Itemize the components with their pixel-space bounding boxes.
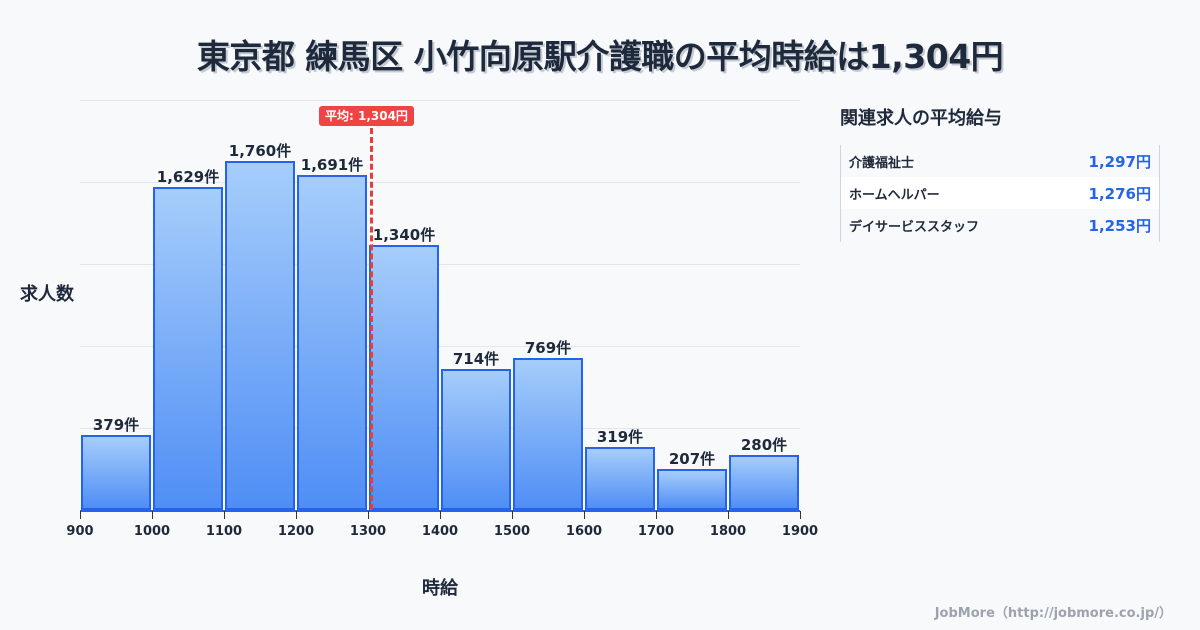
mean-line xyxy=(369,128,373,510)
x-tick xyxy=(584,511,585,519)
x-tick xyxy=(224,511,225,519)
y-axis-label: 求人数 xyxy=(20,284,74,305)
x-tick xyxy=(80,511,81,519)
bar-value-label: 1,340件 xyxy=(372,225,436,244)
gridline xyxy=(80,100,800,101)
x-tick-label: 1400 xyxy=(421,524,459,539)
histogram-bar xyxy=(585,446,655,510)
related-job-name: 介護福祉士 xyxy=(849,155,915,171)
x-tick xyxy=(512,511,513,519)
bar-value-label: 1,691件 xyxy=(300,156,364,175)
histogram-chart: 求人数 時給 379件 1,629件 1,760件 1,691件 1,340件 714件 7… xyxy=(20,100,818,599)
related-job-name: ホームヘルパー xyxy=(849,187,940,203)
x-tick xyxy=(368,511,369,519)
related-job-wage: 1,276円 xyxy=(1088,184,1151,203)
gridline xyxy=(80,346,800,347)
bar-value-label: 769件 xyxy=(524,338,572,357)
bar-value-label: 379件 xyxy=(92,415,140,434)
histogram-bar xyxy=(81,434,151,510)
page-title: 東京都 練馬区 小竹向原駅介護職の平均時給は1,304円 xyxy=(196,37,1004,76)
x-tick-label: 1700 xyxy=(637,524,675,539)
x-tick-label: 900 xyxy=(66,524,94,539)
mean-badge: 平均: 1,304円 xyxy=(319,106,414,126)
footer-credit: JobMore（http://jobmore.co.jp/） xyxy=(934,606,1172,621)
histogram-bar xyxy=(369,244,439,510)
related-job-row: デイサービススタッフ 1,253円 xyxy=(841,209,1159,241)
x-tick xyxy=(152,511,153,519)
x-tick-label: 1800 xyxy=(709,524,747,539)
x-tick-label: 1000 xyxy=(133,524,171,539)
bar-value-label: 280件 xyxy=(740,435,788,454)
gridline xyxy=(80,182,800,183)
x-tick xyxy=(656,511,657,519)
related-jobs-title: 関連求人の平均給与 xyxy=(840,108,1002,129)
gridline xyxy=(80,264,800,265)
histogram-bar xyxy=(729,454,799,510)
x-tick-label: 1600 xyxy=(565,524,603,539)
x-tick-label: 1200 xyxy=(277,524,315,539)
related-job-wage: 1,253円 xyxy=(1088,216,1151,235)
histogram-bar xyxy=(441,368,511,510)
histogram-bar xyxy=(225,161,295,510)
bar-value-label: 714件 xyxy=(452,349,500,368)
bar-value-label: 207件 xyxy=(668,450,716,468)
histogram-bar xyxy=(657,469,727,510)
related-job-name: デイサービススタッフ xyxy=(849,219,980,235)
x-tick-label: 1300 xyxy=(349,524,387,539)
histogram-bar xyxy=(153,187,223,510)
x-tick xyxy=(440,511,441,519)
bar-value-label: 319件 xyxy=(596,427,644,446)
gridline xyxy=(80,428,800,429)
x-tick-label: 1500 xyxy=(493,524,531,539)
x-tick-label: 1100 xyxy=(205,524,243,539)
related-jobs-table: 介護福祉士 1,297円 ホームヘルパー 1,276円 デイサービススタッフ 1… xyxy=(840,145,1160,242)
related-job-row: ホームヘルパー 1,276円 xyxy=(841,177,1159,209)
x-tick-label: 1900 xyxy=(781,524,819,539)
related-job-row: 介護福祉士 1,297円 xyxy=(841,145,1159,177)
x-tick xyxy=(800,511,801,519)
x-tick xyxy=(296,511,297,519)
x-axis-label: 時給 xyxy=(422,578,458,599)
histogram-bar xyxy=(297,175,367,510)
histogram-bar xyxy=(513,357,583,510)
x-tick xyxy=(728,511,729,519)
related-job-wage: 1,297円 xyxy=(1088,152,1151,171)
bar-value-label: 1,629件 xyxy=(156,168,220,187)
bar-value-label: 1,760件 xyxy=(228,142,292,161)
